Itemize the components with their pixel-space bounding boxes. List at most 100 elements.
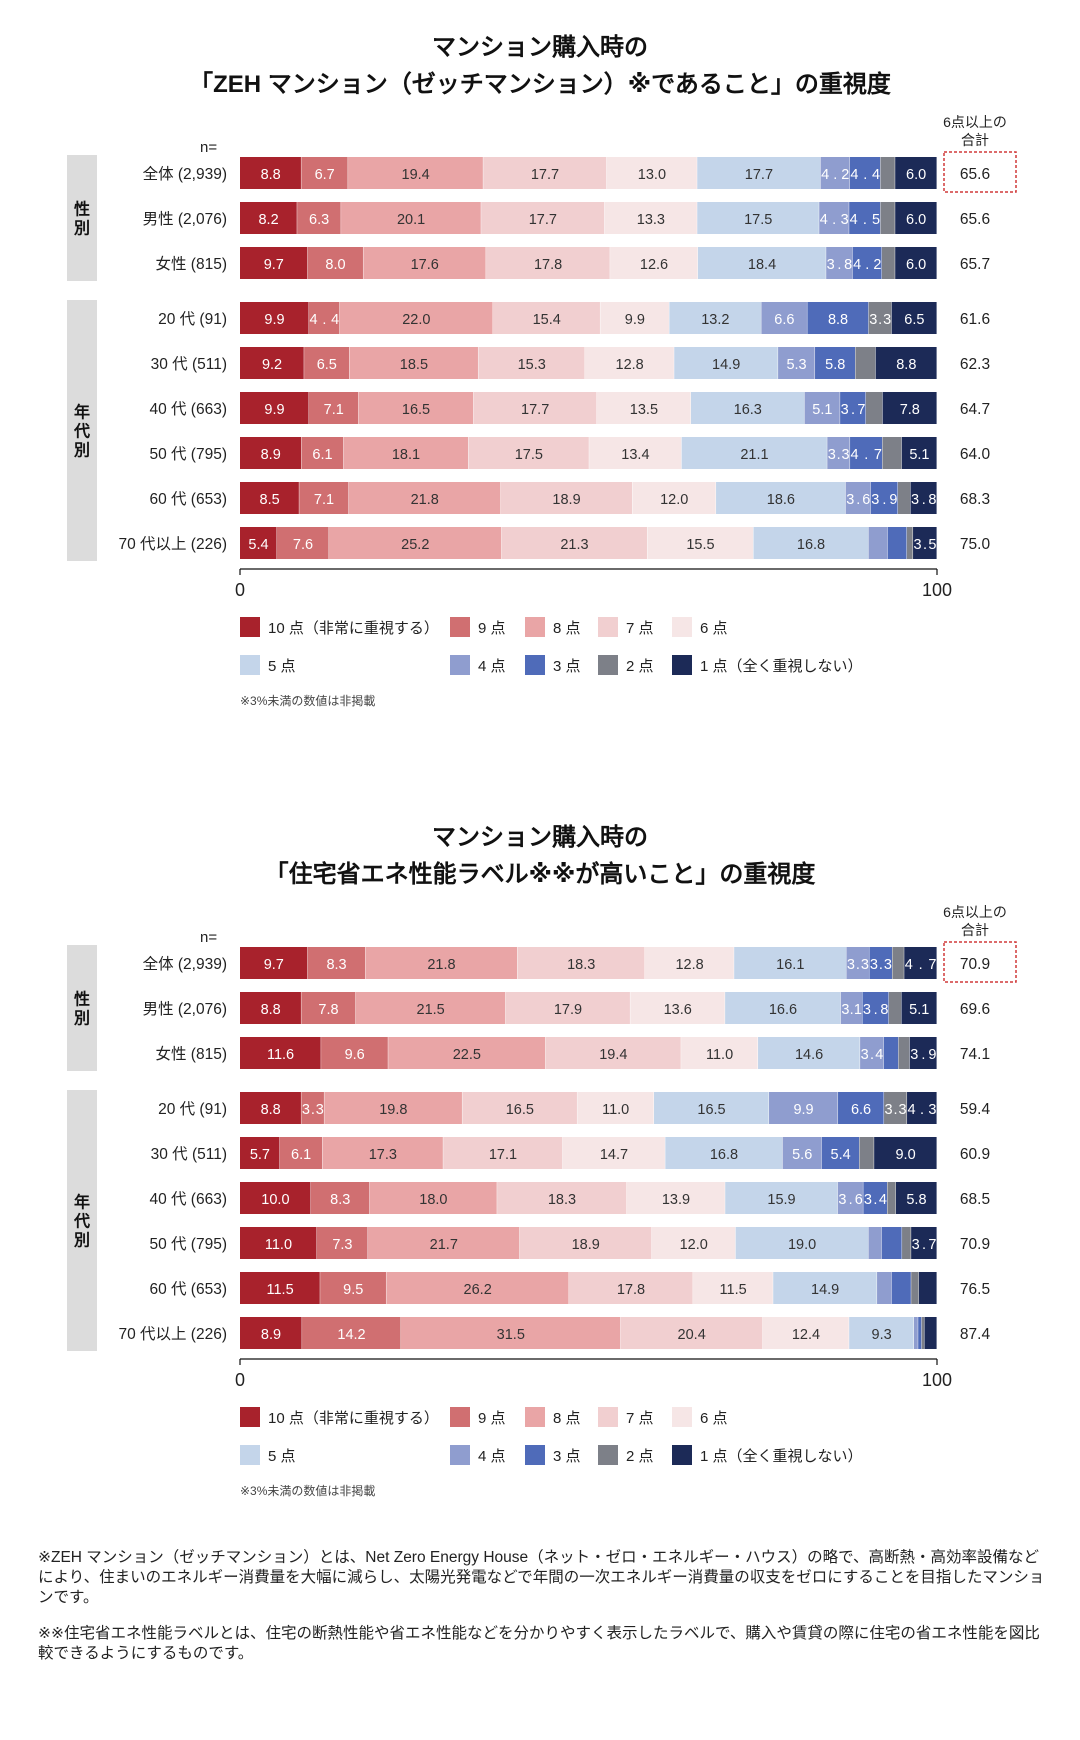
legend-swatch [450, 617, 470, 637]
bar-segment [921, 1317, 925, 1349]
bar-segment [301, 437, 344, 469]
bar-segment [301, 1092, 324, 1124]
bar-segment [735, 1227, 869, 1259]
bar-segment [882, 392, 937, 424]
data-label: 4.3 [908, 1102, 937, 1118]
group-label-char: 年 [74, 403, 90, 422]
bar-segment [862, 992, 889, 1024]
x-tick-label: 0 [235, 1370, 245, 1390]
legend-swatch [450, 1445, 470, 1465]
data-label: 20.4 [678, 1327, 706, 1343]
legend-swatch [240, 1407, 260, 1427]
bar-segment [240, 1037, 321, 1069]
bar-segment [589, 437, 682, 469]
bar-segment [882, 437, 902, 469]
data-label: 14.7 [600, 1147, 628, 1163]
bar-segment [870, 482, 898, 514]
bar-segment [880, 202, 895, 234]
bar-segment [363, 247, 486, 279]
total-value: 60.9 [960, 1146, 990, 1163]
bar-segment [500, 482, 633, 514]
x-tick-label: 0 [235, 580, 245, 600]
total-value: 75.0 [960, 536, 991, 553]
bar-segment [881, 1227, 902, 1259]
data-label: 5.8 [906, 1192, 926, 1208]
total-value: 70.9 [960, 956, 990, 973]
n-label: n= [200, 139, 217, 156]
bar-segment [240, 347, 304, 379]
row-label: 50 代 (795) [149, 445, 227, 463]
data-label: 3.9 [871, 492, 897, 508]
row-label: 40 代 (663) [149, 400, 227, 418]
data-label: 8.8 [896, 357, 916, 373]
data-label: 18.5 [400, 357, 428, 373]
legend-swatch [240, 1445, 260, 1465]
data-label: 9.7 [264, 957, 284, 973]
data-label: 9.6 [345, 1047, 365, 1063]
bar-segment [604, 202, 697, 234]
bar-segment [632, 482, 716, 514]
bar-segment [468, 437, 589, 469]
bar-segment [240, 947, 308, 979]
data-label: 22.0 [402, 312, 430, 328]
bar-segment [519, 1227, 652, 1259]
data-label: 8.9 [261, 447, 281, 463]
data-label: 13.5 [630, 402, 658, 418]
bar-segment [815, 347, 856, 379]
bar-segment [240, 392, 309, 424]
data-label: 6.1 [291, 1147, 311, 1163]
legend-label: 4 点 [478, 1448, 506, 1465]
bar-segment [367, 1227, 520, 1259]
row-label: 女性 (815) [156, 1044, 228, 1063]
bar-segment [884, 1092, 907, 1124]
row-label: 60 代 (653) [149, 1280, 227, 1298]
bar-segment [674, 347, 778, 379]
legend-swatch [240, 617, 260, 637]
bar-segment [681, 437, 827, 469]
data-label: 4.3 [820, 212, 849, 228]
bar-segment [891, 1272, 911, 1304]
bar-segment [307, 947, 366, 979]
data-label: 8.8 [261, 167, 281, 183]
data-label: 8.5 [260, 492, 280, 508]
legend-label: 10 点（非常に重視する） [268, 1410, 439, 1427]
bar-segment [240, 1092, 301, 1124]
bar-segment [860, 1037, 884, 1069]
bar-segment [577, 1092, 654, 1124]
row-label: 30 代 (511) [151, 355, 227, 373]
legend-swatch [598, 617, 618, 637]
row-label: 60 代 (653) [149, 490, 227, 508]
legend-swatch [240, 655, 260, 675]
data-label: 14.9 [811, 1282, 839, 1298]
bar-segment [897, 482, 911, 514]
bar-segment [620, 1317, 763, 1349]
data-label: 6.6 [851, 1102, 871, 1118]
data-label: 19.8 [379, 1102, 407, 1118]
data-label: 8.9 [261, 1327, 281, 1343]
row-label: 40 代 (663) [149, 1190, 227, 1208]
legend-swatch [450, 655, 470, 675]
data-label: 3.4 [864, 1192, 887, 1208]
bar-segment [669, 302, 761, 334]
data-label: 9.0 [895, 1147, 915, 1163]
data-label: 4.4 [310, 312, 340, 328]
bar-segment [401, 1317, 621, 1349]
row-label: 女性 (815) [156, 254, 228, 273]
bar-segment [907, 1092, 937, 1124]
data-label: 3.9 [910, 1047, 936, 1063]
bar-segment [309, 302, 340, 334]
bar-segment [240, 1182, 311, 1214]
legend-swatch [672, 1407, 692, 1427]
bar-segment [725, 992, 841, 1024]
bar-segment [849, 157, 881, 189]
data-label: 14.6 [795, 1047, 823, 1063]
bar-segment [320, 1272, 386, 1304]
bar-segment [904, 947, 937, 979]
bar-segment [240, 302, 309, 334]
data-label: 4.7 [851, 447, 882, 463]
bar-segment [478, 347, 585, 379]
total-highlight-box [943, 941, 1017, 983]
bar-segment [301, 992, 356, 1024]
bar-segment [895, 202, 937, 234]
